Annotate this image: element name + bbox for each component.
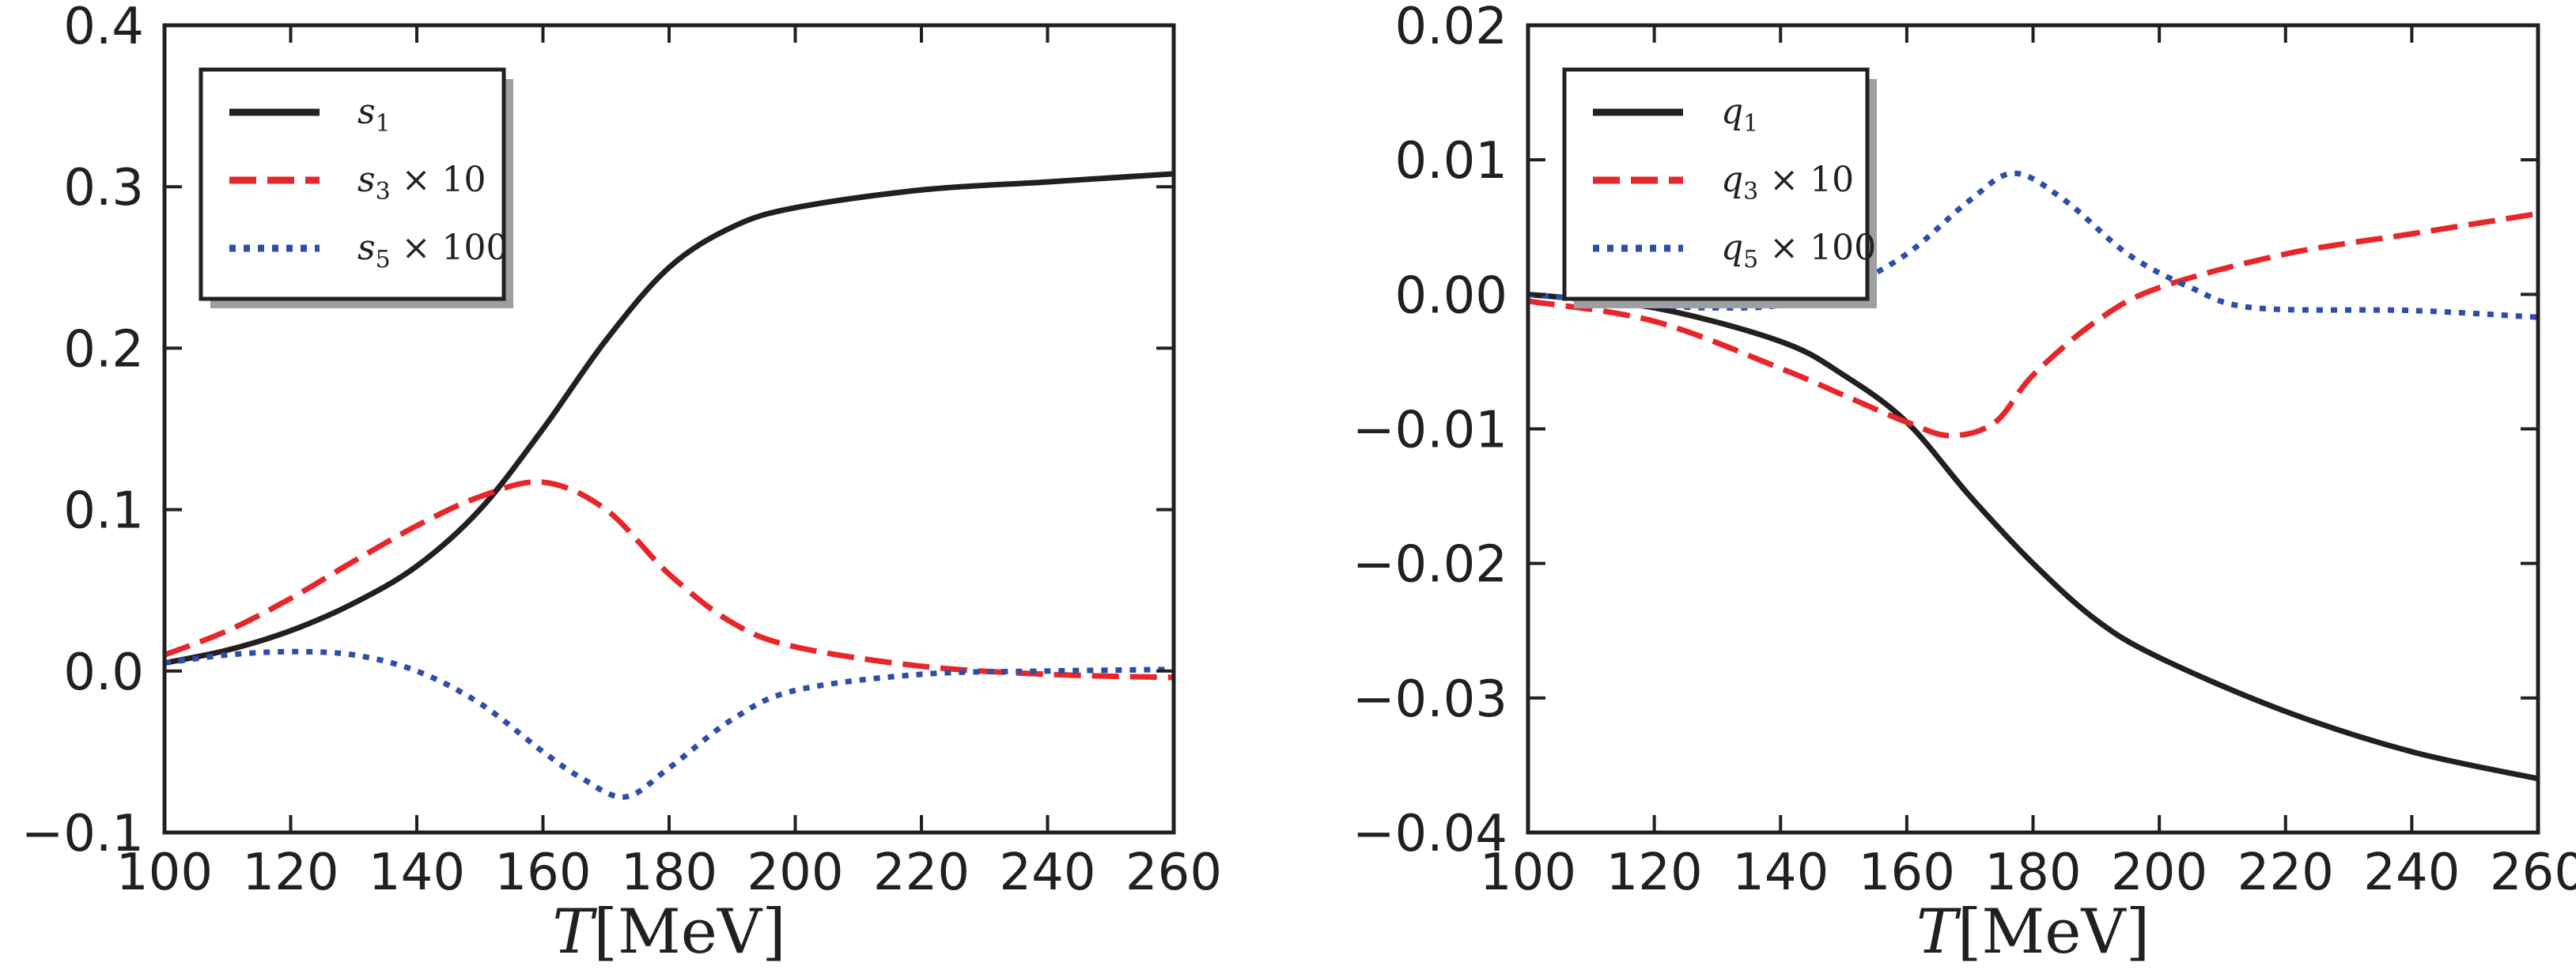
x-tick-label: 220: [873, 844, 970, 902]
legend-variable: q: [1721, 228, 1743, 268]
legend-entry-label: s5 × 100: [357, 228, 509, 274]
x-tick-label: 220: [2237, 844, 2334, 902]
x-tick-label: 100: [116, 844, 213, 902]
series-line-s3: [165, 478, 1174, 681]
x-tick-label: 140: [369, 844, 465, 902]
legend-subscript: 3: [1743, 178, 1758, 206]
legend-variable: q: [1721, 160, 1743, 200]
y-tick-label: 0.0: [63, 644, 144, 702]
x-tick-label: 200: [2111, 844, 2207, 902]
x-tick-label: 140: [1732, 844, 1829, 902]
legend-box: [199, 67, 506, 301]
legend-subscript: 3: [376, 178, 391, 206]
x-tick-label: 160: [494, 844, 591, 902]
x-axis-label: T[MeV]: [1916, 897, 2150, 968]
x-tick-label: 260: [1125, 844, 1222, 902]
x-axis-variable: T: [552, 897, 597, 968]
y-tick-label: 0.02: [1395, 0, 1508, 56]
x-axis-unit: [MeV]: [593, 897, 785, 968]
legend-subscript: 1: [376, 110, 391, 138]
x-tick-label: 260: [2490, 844, 2576, 902]
legend-entry-label: s1: [357, 92, 391, 138]
legend-variable: s: [357, 228, 376, 268]
x-axis-unit: [MeV]: [1958, 897, 2150, 968]
y-tick-label: −0.02: [1352, 536, 1507, 595]
x-tick-label: 160: [1859, 844, 1955, 902]
x-tick-label: 240: [999, 844, 1095, 902]
y-tick-label: −0.01: [1352, 402, 1507, 460]
series-line-q5: [1528, 170, 2538, 320]
y-tick-label: 0.00: [1395, 266, 1508, 325]
legend-factor: × 10: [391, 160, 486, 200]
legend-factor: × 100: [391, 228, 509, 268]
x-tick-label: 180: [1984, 844, 2081, 902]
x-tick-label: 180: [621, 844, 717, 902]
y-tick-label: −0.04: [1352, 805, 1507, 863]
series-line-q3: [1528, 210, 2538, 439]
legend-factor: × 100: [1758, 228, 1876, 268]
y-tick-label: 0.3: [63, 159, 144, 217]
y-tick-label: 0.01: [1395, 132, 1508, 191]
y-tick-label: −0.03: [1352, 670, 1507, 729]
x-tick-label: 200: [747, 844, 843, 902]
chart-panel-1: 100 120 140 160 180 200 220 240 260 −0.1 0.0 0.1 0.2…: [21, 0, 1222, 968]
legend-subscript: 5: [1743, 246, 1758, 274]
y-tick-label: −0.1: [21, 805, 144, 863]
legend-box: [1562, 67, 1870, 301]
x-axis-variable: T: [1916, 897, 1961, 968]
series-line-q1: [1528, 291, 2538, 782]
chart-panel-2: 100 120 140 160 180 200 220 240 260 −0.04 −0.03 −0.…: [1352, 0, 2576, 968]
legend-entry-label: q3 × 10: [1721, 160, 1854, 206]
legend-subscript: 1: [1743, 110, 1758, 138]
x-tick-label: 240: [2363, 844, 2460, 902]
x-tick-label: 120: [242, 844, 339, 902]
legend-factor: × 10: [1758, 160, 1854, 200]
legend-entry-label: s3 × 10: [357, 160, 486, 206]
legend-variable: s: [357, 160, 376, 200]
x-tick-label: 120: [1606, 844, 1703, 902]
legend-variable: s: [357, 92, 376, 132]
legend-subscript: 5: [376, 246, 391, 274]
x-tick-label: 100: [1480, 844, 1576, 902]
legend-entry-label: q5 × 100: [1721, 228, 1876, 274]
y-tick-label: 0.4: [63, 0, 144, 56]
y-tick-label: 0.2: [63, 320, 144, 379]
legend-entry-label: q1: [1721, 92, 1758, 138]
legend-variable: q: [1721, 92, 1743, 132]
x-axis-label: T[MeV]: [552, 897, 785, 968]
series-line-s1: [165, 171, 1174, 666]
y-tick-label: 0.1: [63, 482, 144, 541]
